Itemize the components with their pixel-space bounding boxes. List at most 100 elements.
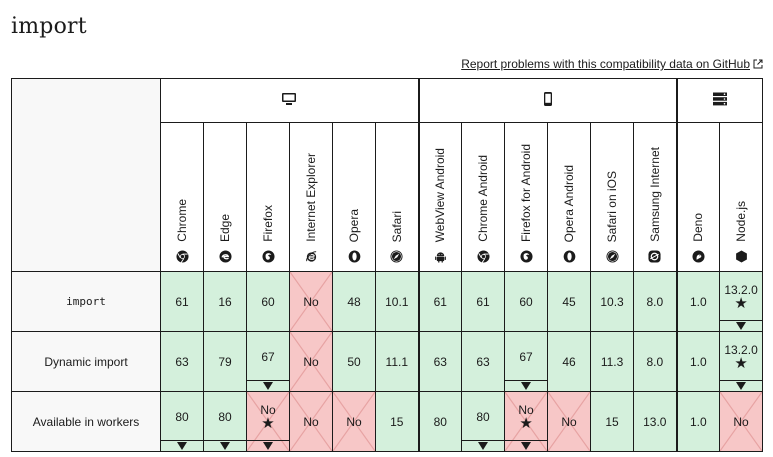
support-value: 50	[347, 354, 361, 369]
support-cell: 10.1	[374, 271, 420, 332]
support-cell: 61	[461, 271, 506, 332]
support-value: 1.0	[689, 414, 707, 429]
browser-header-chrome: Chrome	[160, 122, 204, 272]
support-value: 45	[562, 294, 576, 309]
page-title: import	[11, 14, 87, 39]
support-value: 15	[605, 414, 619, 429]
platform-server	[675, 78, 764, 123]
table-corner	[11, 78, 161, 272]
support-cell: 10.3	[590, 271, 635, 332]
expand-triangle-icon[interactable]	[462, 440, 505, 451]
compat-table: Chrome Edge Firefox Internet Explorer Opera S…	[11, 78, 764, 452]
browser-header-edge: Edge	[203, 122, 247, 272]
samsung-icon	[648, 250, 661, 263]
support-value: 8.0	[646, 294, 664, 309]
support-cell[interactable]: 67	[246, 331, 290, 392]
support-value: 60	[261, 294, 275, 309]
support-value: 61	[175, 294, 189, 309]
report-link-label: Report problems with this compatibility …	[461, 57, 750, 71]
browser-name: Safari on iOS	[605, 170, 620, 242]
support-cell: 8.0	[633, 331, 678, 392]
expand-triangle-icon[interactable]	[247, 440, 289, 451]
browser-header-firefox: Firefox	[246, 122, 290, 272]
expand-triangle-icon[interactable]	[505, 440, 548, 451]
report-problems-link[interactable]: Report problems with this compatibility …	[461, 57, 763, 71]
safari-icon	[606, 250, 619, 263]
mobile-icon	[540, 92, 556, 110]
support-value: 10.3	[600, 294, 624, 309]
support-value: 1.0	[689, 294, 707, 309]
support-cell: 50	[332, 331, 376, 392]
browser-name: Internet Explorer	[304, 153, 318, 242]
browser-header-safari-on-ios: Safari on iOS	[590, 122, 635, 272]
firefox-icon	[520, 250, 533, 263]
support-cell[interactable]: 80	[160, 391, 204, 452]
support-cell[interactable]: 13.2.0 ★	[719, 331, 764, 392]
nodejs-icon	[735, 250, 748, 263]
support-value: 10.1	[385, 294, 409, 309]
support-value: No	[561, 414, 577, 429]
expand-triangle-icon[interactable]	[204, 440, 246, 451]
support-value: No	[303, 354, 319, 369]
support-cell: 60	[504, 271, 549, 332]
feature-name: Dynamic import	[11, 331, 161, 392]
deno-icon	[692, 250, 705, 263]
expand-triangle-icon[interactable]	[161, 440, 203, 451]
browser-header-chrome-android: Chrome Android	[461, 122, 506, 272]
support-value: 48	[347, 294, 361, 309]
support-cell: No	[719, 391, 764, 452]
support-value: 80	[433, 414, 447, 429]
support-cell[interactable]: No ★	[246, 391, 290, 452]
support-cell: 13.0	[633, 391, 678, 452]
support-value: 61	[476, 294, 490, 309]
support-value: No	[518, 402, 534, 417]
support-cell[interactable]: No ★	[504, 391, 549, 452]
support-value: 13.0	[643, 414, 667, 429]
support-cell: 61	[417, 271, 463, 332]
support-cell[interactable]: 67	[504, 331, 549, 392]
support-value: 13.2.0	[724, 282, 758, 297]
browser-header-node-js: Node.js	[719, 122, 764, 272]
desktop-icon	[281, 93, 297, 110]
support-cell: 63	[417, 331, 463, 392]
support-value: 11.1	[385, 354, 409, 369]
star-icon: ★	[734, 354, 748, 372]
expand-triangle-icon[interactable]	[505, 380, 548, 391]
support-cell: No	[332, 391, 376, 452]
browser-name: Chrome Android	[476, 155, 491, 242]
support-cell: No	[289, 271, 333, 332]
support-value: 80	[175, 409, 189, 424]
star-icon: ★	[261, 414, 275, 432]
support-cell: 1.0	[675, 391, 721, 452]
support-value: 63	[476, 354, 490, 369]
support-cell: 60	[246, 271, 290, 332]
expand-triangle-icon[interactable]	[720, 380, 763, 391]
support-cell: 15	[590, 391, 635, 452]
support-value: No	[303, 294, 319, 309]
platform-desktop	[159, 78, 420, 123]
support-value: No	[733, 414, 749, 429]
support-cell: 63	[160, 331, 204, 392]
support-cell: 46	[547, 331, 592, 392]
browser-header-internet-explorer: Internet Explorer	[289, 122, 333, 272]
browser-header-opera: Opera	[332, 122, 376, 272]
support-cell[interactable]: 80	[203, 391, 247, 452]
chrome-icon	[477, 250, 490, 263]
expand-triangle-icon[interactable]	[247, 380, 289, 391]
support-cell[interactable]: 80	[461, 391, 506, 452]
support-value: No	[260, 402, 276, 417]
support-cell: 80	[417, 391, 463, 452]
expand-triangle-icon[interactable]	[720, 320, 763, 331]
support-cell: 1.0	[675, 271, 721, 332]
browser-header-opera-android: Opera Android	[547, 122, 592, 272]
support-value: 16	[218, 294, 232, 309]
feature-name: import	[11, 271, 161, 332]
platform-mobile	[417, 78, 678, 123]
browser-header-safari: Safari	[374, 122, 420, 272]
browser-name: Deno	[691, 213, 706, 242]
chrome-icon	[175, 250, 189, 263]
support-cell: 1.0	[675, 331, 721, 392]
browser-name: Samsung Internet	[647, 147, 662, 242]
compat-body: import 61 16 60 No 48 10.1 61 61 60 45 10.3 8.0 1.0 13…	[11, 271, 764, 452]
support-cell[interactable]: 13.2.0 ★	[719, 271, 764, 332]
